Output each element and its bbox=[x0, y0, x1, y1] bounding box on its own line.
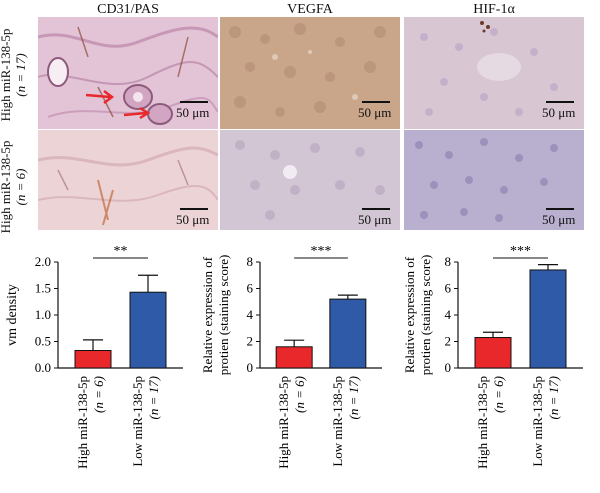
category-label-line2: (n = 17) bbox=[146, 376, 161, 419]
y-axis-label-line: Relative expression of bbox=[402, 256, 417, 373]
category-label-line1: Low miR-138-5p bbox=[130, 376, 145, 467]
scale-label: 50 μm bbox=[542, 212, 576, 227]
row-label-1: High miR-138-5p (n = 17) bbox=[0, 20, 28, 130]
scale-bar bbox=[180, 208, 208, 210]
row-label-2: High miR-138-5p (n = 6) bbox=[0, 132, 28, 242]
scale-bar bbox=[546, 101, 574, 103]
y-tick-label: 1.0 bbox=[35, 307, 51, 322]
row-label-2-line1: High miR-138-5p bbox=[0, 140, 13, 234]
category-label-line1: Low miR-138-5p bbox=[330, 376, 345, 467]
row-label-2-line2: (n = 6) bbox=[13, 168, 28, 206]
chart-vegfa-expression: 0 2 4 6 8 Relative expression of protien (stai… bbox=[200, 244, 382, 469]
micrograph-cd31-low: 50 μm bbox=[38, 130, 218, 242]
significance-label: *** bbox=[311, 244, 332, 259]
micrograph-vegfa-high-image bbox=[220, 17, 400, 129]
scale-bar bbox=[362, 101, 390, 103]
bar bbox=[275, 346, 313, 369]
row-label-1-line1: High miR-138-5p bbox=[0, 28, 13, 122]
y-tick-label: 2.0 bbox=[35, 254, 51, 269]
scale-label: 50 μm bbox=[358, 105, 392, 120]
micrograph-vegfa-high: 50 μm bbox=[220, 17, 400, 129]
scale-label: 50 μm bbox=[542, 105, 576, 120]
scale-bar bbox=[180, 101, 208, 103]
micrograph-hif-low: 50 μm bbox=[404, 130, 584, 242]
y-tick-label: 1.5 bbox=[35, 281, 51, 296]
y-tick-label: 0.5 bbox=[35, 334, 51, 349]
column-title-hif: HIF-1α bbox=[473, 2, 515, 17]
y-tick-label: 0 bbox=[445, 360, 452, 375]
scale-bar bbox=[546, 208, 574, 210]
micrograph-vegfa-low-image bbox=[220, 130, 400, 230]
bar bbox=[329, 298, 367, 369]
micrograph-cd31-low-image bbox=[38, 130, 218, 230]
category-label-line2: (n = 17) bbox=[346, 376, 361, 419]
micrograph-cd31-high-image bbox=[38, 17, 218, 129]
scale-label: 50 μm bbox=[358, 212, 392, 227]
micrograph-vegfa-low: 50 μm bbox=[220, 130, 400, 242]
y-axis-label-line: protien (staining score) bbox=[418, 255, 433, 376]
significance-label: ** bbox=[114, 244, 128, 259]
y-tick-label: 4 bbox=[445, 307, 452, 322]
y-tick-label: 8 bbox=[247, 254, 254, 269]
category-label-line1: Low miR-138-5p bbox=[530, 376, 545, 467]
y-tick-label: 2 bbox=[247, 334, 254, 349]
y-tick-label: 2 bbox=[445, 334, 452, 349]
y-axis-label-line: Relative expression of bbox=[200, 256, 215, 373]
chart-hif-expression: 0 2 4 6 8 Relative expression of protien (stai… bbox=[402, 244, 583, 469]
micrograph-hif-high-image bbox=[404, 17, 584, 129]
y-tick-label: 0 bbox=[247, 360, 254, 375]
category-label-line2: (n = 6) bbox=[91, 376, 106, 413]
y-tick-label: 8 bbox=[445, 254, 452, 269]
y-tick-label: 6 bbox=[247, 281, 254, 296]
scale-bar bbox=[362, 208, 390, 210]
category-label-line2: (n = 6) bbox=[491, 376, 506, 413]
y-tick-label: 0.0 bbox=[35, 360, 51, 375]
category-label-line2: (n = 17) bbox=[546, 376, 561, 419]
column-title-cd31: CD31/PAS bbox=[97, 2, 159, 17]
y-axis-label: vm density bbox=[5, 284, 20, 346]
category-label-line1: High miR-138-5p bbox=[75, 376, 90, 469]
row-label-1-line2: (n = 17) bbox=[13, 53, 28, 97]
significance-label: *** bbox=[510, 244, 531, 259]
bar bbox=[474, 337, 512, 369]
category-label-line2: (n = 6) bbox=[292, 376, 307, 413]
category-label-line1: High miR-138-5p bbox=[475, 376, 490, 469]
y-tick-label: 6 bbox=[445, 281, 452, 296]
bar bbox=[129, 291, 167, 369]
y-axis-label-line: protien (staining score) bbox=[216, 255, 231, 376]
micrograph-cd31-high: 50 μm bbox=[38, 17, 218, 129]
bar bbox=[529, 269, 567, 369]
y-tick-label: 4 bbox=[247, 307, 254, 322]
column-title-vegfa: VEGFA bbox=[287, 2, 333, 17]
chart-vm-density: 0.0 0.5 1.0 1.5 2.0 vm density High miR-138-5p… bbox=[5, 244, 183, 469]
bar bbox=[74, 350, 112, 369]
category-label-line1: High miR-138-5p bbox=[276, 376, 291, 469]
micrograph-hif-high: 50 μm bbox=[404, 17, 584, 129]
scale-label: 50 μm bbox=[176, 212, 210, 227]
scale-label: 50 μm bbox=[176, 105, 210, 120]
micrograph-hif-low-image bbox=[404, 130, 584, 230]
